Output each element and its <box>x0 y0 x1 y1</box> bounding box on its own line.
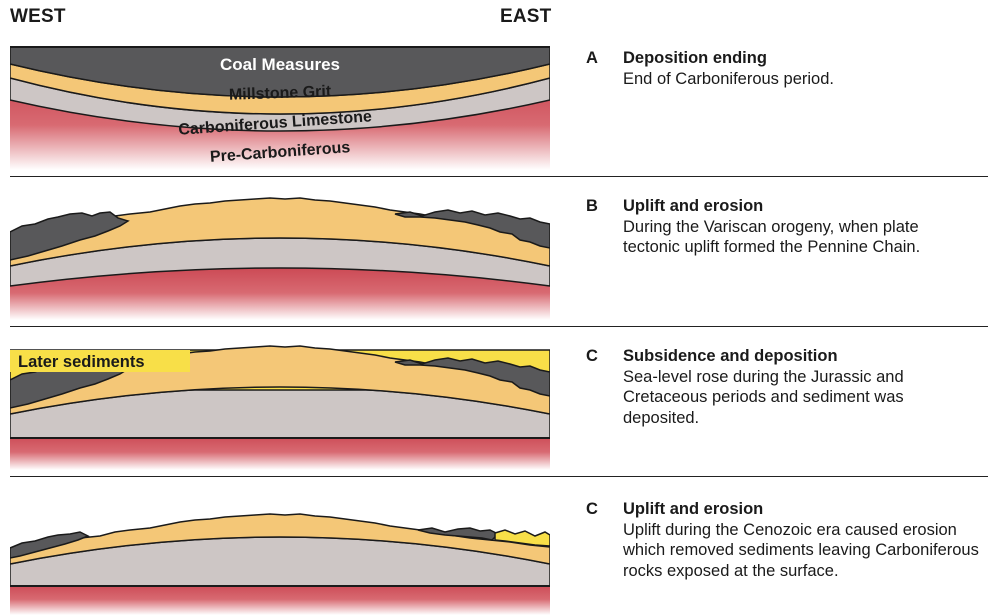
stage-letter: A <box>586 49 598 67</box>
label-millstone-grit: Millstone Grit <box>229 83 332 104</box>
panel-d-section <box>10 513 550 615</box>
west-label: WEST <box>10 6 66 27</box>
panel-b-section <box>10 197 550 320</box>
stage-title: Subsidence and deposition <box>623 347 838 365</box>
stage-letter: C <box>586 500 598 518</box>
stage-description: During the Variscan orogeny, when plate … <box>623 217 921 257</box>
panel-d-later-sediments-remnant <box>494 529 550 547</box>
stage-title: Uplift and erosion <box>623 197 764 215</box>
label-later-sediments: Later sediments <box>18 353 145 371</box>
divider <box>10 476 988 477</box>
stage-letter: B <box>586 197 598 215</box>
label-coal-measures: Coal Measures <box>220 55 340 74</box>
stage-title: Deposition ending <box>623 49 767 67</box>
stage-letter: C <box>586 347 598 365</box>
panel-b-coal-west <box>10 211 130 261</box>
panel-a-section: Coal Measures Millstone Grit Carbonifero… <box>10 46 550 170</box>
panel-c-coal-east <box>394 357 550 397</box>
panel-d-coal-west <box>10 531 90 559</box>
divider <box>10 326 988 327</box>
stage-description: Uplift during the Cenozoic era caused er… <box>623 520 979 580</box>
stage-description: Sea-level rose during the Jurassic and C… <box>623 367 904 427</box>
stage-title: Uplift and erosion <box>623 500 764 518</box>
divider <box>10 176 988 177</box>
panel-a-coal <box>10 46 550 98</box>
panel-c-section: Later sediments <box>10 345 550 470</box>
stage-description: End of Carboniferous period. <box>623 69 834 88</box>
panel-b-coal-east <box>394 209 550 249</box>
east-label: EAST <box>500 6 552 27</box>
